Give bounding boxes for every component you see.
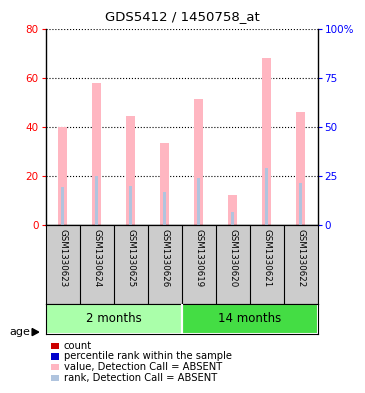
Bar xyxy=(58,127,67,226)
Text: GSM1330621: GSM1330621 xyxy=(262,230,271,288)
Text: age: age xyxy=(9,327,30,337)
Text: 14 months: 14 months xyxy=(218,312,281,325)
Bar xyxy=(299,182,302,226)
Text: rank, Detection Call = ABSENT: rank, Detection Call = ABSENT xyxy=(64,373,217,383)
Text: GSM1330626: GSM1330626 xyxy=(160,230,169,288)
Bar xyxy=(182,304,318,334)
Bar xyxy=(46,304,182,334)
Bar xyxy=(228,195,237,226)
Text: GSM1330623: GSM1330623 xyxy=(58,230,67,288)
Bar xyxy=(296,112,305,226)
Text: value, Detection Call = ABSENT: value, Detection Call = ABSENT xyxy=(64,362,222,372)
Bar xyxy=(95,176,98,226)
Bar xyxy=(194,99,203,226)
Text: percentile rank within the sample: percentile rank within the sample xyxy=(64,351,232,362)
Text: GSM1330622: GSM1330622 xyxy=(296,230,305,288)
Bar xyxy=(92,83,101,226)
Text: GSM1330624: GSM1330624 xyxy=(92,230,101,288)
Bar xyxy=(231,212,234,226)
Text: GSM1330620: GSM1330620 xyxy=(228,230,237,288)
Text: GSM1330625: GSM1330625 xyxy=(126,230,135,288)
Text: 2 months: 2 months xyxy=(86,312,142,325)
Bar xyxy=(126,116,135,226)
Text: count: count xyxy=(64,341,92,351)
Bar xyxy=(197,178,200,226)
Bar xyxy=(262,58,271,226)
Bar xyxy=(160,143,169,226)
Bar xyxy=(163,192,166,226)
Bar xyxy=(129,186,132,226)
Text: GDS5412 / 1450758_at: GDS5412 / 1450758_at xyxy=(105,10,260,23)
Bar xyxy=(61,187,64,226)
Text: GSM1330619: GSM1330619 xyxy=(194,230,203,287)
Bar xyxy=(265,168,268,226)
